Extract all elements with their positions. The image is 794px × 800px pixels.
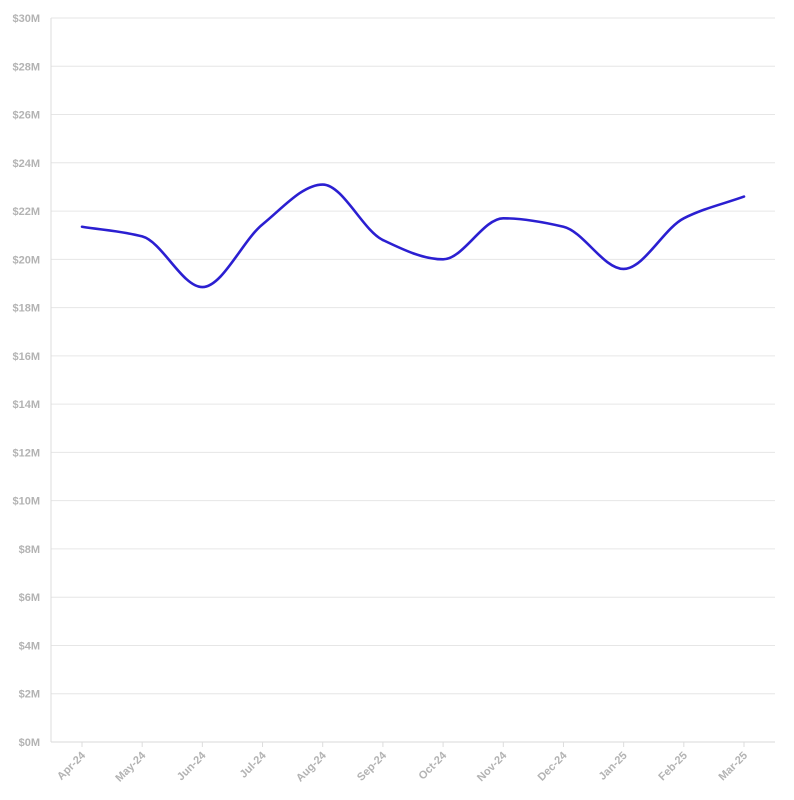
data-point[interactable] <box>738 191 750 203</box>
data-point[interactable] <box>196 281 208 293</box>
y-tick-label: $0M <box>19 737 40 749</box>
x-tick-label: Dec-24 <box>536 749 571 784</box>
x-tick-label: Jan-25 <box>597 750 630 783</box>
y-tick-label: $12M <box>12 447 40 459</box>
x-tick-label: Sep-24 <box>355 749 390 784</box>
y-tick-label: $2M <box>19 689 40 701</box>
y-tick-label: $22M <box>12 206 40 218</box>
y-tick-label: $14M <box>12 399 40 411</box>
gridlines <box>51 17 775 743</box>
series-line-0 <box>80 183 746 289</box>
data-point[interactable] <box>317 179 329 191</box>
data-point[interactable] <box>136 230 148 242</box>
data-point[interactable] <box>76 221 88 233</box>
data-point[interactable] <box>557 221 569 233</box>
y-tick-label: $8M <box>19 544 40 556</box>
x-tick-label: Nov-24 <box>475 749 510 784</box>
y-tick-label: $16M <box>12 351 40 363</box>
x-tick-label: Aug-24 <box>294 749 329 784</box>
data-point[interactable] <box>618 263 630 275</box>
data-point[interactable] <box>497 212 509 224</box>
y-tick-label: $10M <box>12 496 40 508</box>
y-tick-label: $20M <box>12 254 40 266</box>
y-tick-label: $24M <box>12 158 40 170</box>
x-tick-label: Feb-25 <box>656 750 690 784</box>
series-layer <box>76 179 750 293</box>
y-tick-label: $30M <box>12 13 40 25</box>
data-point[interactable] <box>257 218 269 230</box>
y-axis: $0M $2M $4M $6M $8M $10M $12M $14M $16M $18M $20M $… <box>12 13 52 749</box>
x-axis: Apr-24 May-24 Jun-24 Jul-24 Aug-24 Sep-24 Oct-… <box>55 742 750 784</box>
x-tick-label: Apr-24 <box>55 749 89 783</box>
data-point[interactable] <box>678 212 690 224</box>
x-tick-label: Jun-24 <box>175 749 209 783</box>
x-tick-label: Mar-25 <box>717 750 751 784</box>
y-tick-label: $18M <box>12 303 40 315</box>
y-tick-label: $6M <box>19 592 40 604</box>
x-tick-label: Jul-24 <box>238 749 270 781</box>
data-point[interactable] <box>377 234 389 246</box>
y-tick-label: $26M <box>12 110 40 122</box>
x-tick-label: May-24 <box>113 749 148 784</box>
x-tick-label: Oct-24 <box>417 749 450 782</box>
data-point[interactable] <box>437 253 449 265</box>
y-tick-label: $28M <box>12 61 40 73</box>
y-tick-label: $4M <box>19 640 40 652</box>
